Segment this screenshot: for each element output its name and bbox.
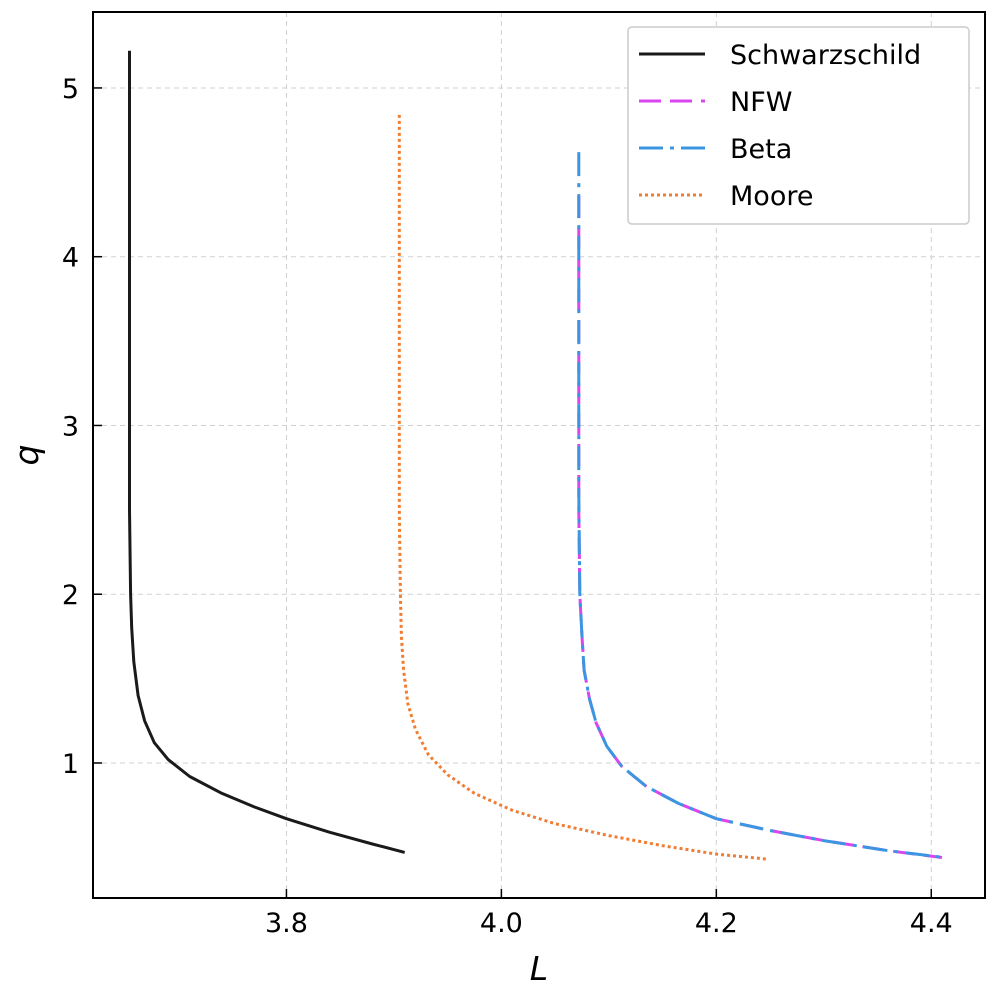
x-tick-label: 4.2 (695, 908, 738, 939)
plot-frame (92, 11, 986, 899)
y-tick-label: 1 (62, 749, 79, 780)
y-axis-label: q (7, 445, 46, 466)
legend-label-nfw: NFW (730, 87, 792, 118)
series-lines (128, 50, 945, 861)
y-tick-label: 4 (62, 243, 79, 274)
y-tick-label: 5 (62, 74, 79, 105)
x-tick-label: 4.0 (480, 908, 523, 939)
x-tick-label: 3.8 (265, 908, 308, 939)
legend: Schwarzschild NFW Beta Moore (627, 26, 970, 225)
y-tick-label: 3 (62, 411, 79, 442)
y-tick-label: 2 (62, 580, 79, 611)
series-line-moore (397, 114, 769, 861)
legend-label-beta: Beta (730, 134, 792, 165)
x-tick-label: 4.4 (910, 908, 953, 939)
legend-label-schwarzschild: Schwarzschild (730, 40, 921, 71)
legend-box (627, 26, 970, 225)
series-line-nfw (577, 196, 943, 859)
series-line-beta (577, 152, 945, 859)
axis-ticks: 3.8 4.0 4.2 4.4 1 2 3 4 5 (62, 74, 953, 939)
x-axis-label: L (530, 949, 548, 988)
series-line-schwarzschild (128, 50, 406, 854)
legend-label-moore: Moore (730, 181, 813, 212)
